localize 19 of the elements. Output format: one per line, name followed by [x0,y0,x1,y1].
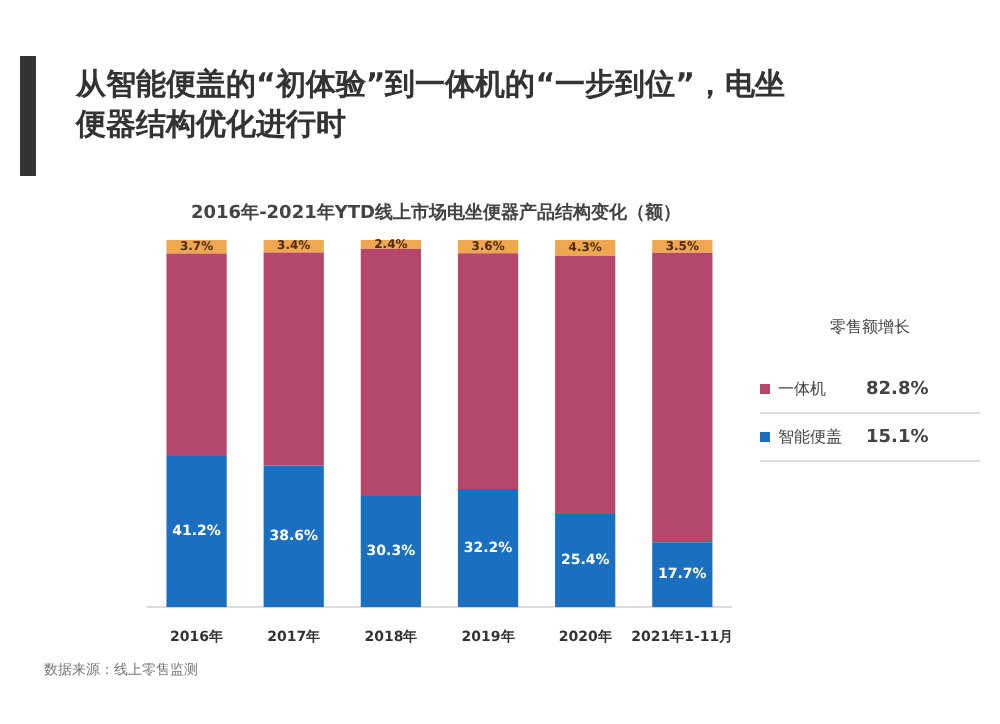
bar [457,253,519,489]
bar [652,542,713,608]
bar [263,252,324,466]
bar [166,253,227,456]
chart-subtitle: 2016年-2021年YTD线上市场电坐便器产品结构变化（额） [189,200,683,226]
bar [360,248,421,496]
bar [360,495,421,608]
bar [166,455,227,608]
bar [652,252,713,543]
bar [457,488,519,608]
text: 15.1% [866,427,929,447]
text: 82.8% [866,379,929,399]
chart-title: 从智能便盖的“初体验”到一体机的“一步到位”，电坐便器结构优化进行时 [76,64,787,144]
legend-title: 零售额增长 [828,316,912,338]
bar [263,465,324,608]
bar [555,513,616,608]
bar [555,255,616,514]
legend-label: 一体机 [778,378,828,400]
legend-label: 智能便盖 [778,426,844,448]
